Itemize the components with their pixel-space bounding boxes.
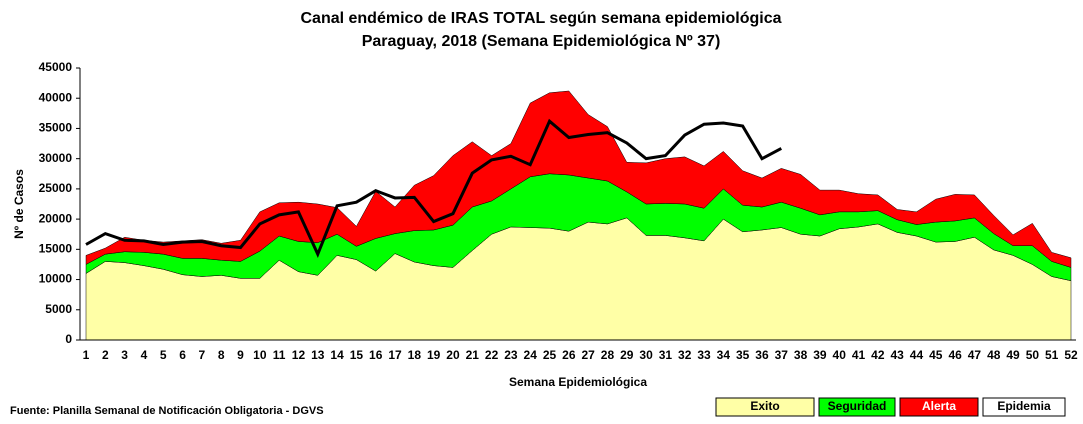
x-tick-label: 29 xyxy=(620,348,634,362)
cases-line xyxy=(85,118,782,258)
y-tick-label: 0 xyxy=(65,332,72,346)
x-tick-label: 47 xyxy=(968,348,982,362)
x-tick-label: 31 xyxy=(659,348,673,362)
y-tick-label: 35000 xyxy=(39,121,73,135)
chart-subtitle: Paraguay, 2018 (Semana Epidemiológica Nº… xyxy=(362,33,721,50)
x-tick-label: 43 xyxy=(890,348,904,362)
x-tick-label: 8 xyxy=(218,348,225,362)
x-tick-label: 10 xyxy=(253,348,267,362)
chart-title: Canal endémico de IRAS TOTAL según seman… xyxy=(300,10,781,27)
x-tick-label: 18 xyxy=(408,348,422,362)
x-axis-label: Semana Epidemiológica xyxy=(509,375,647,389)
legend-swatch xyxy=(715,397,815,417)
x-tick-label: 15 xyxy=(350,348,364,362)
x-tick-label: 27 xyxy=(581,348,595,362)
x-tick-label: 34 xyxy=(717,348,731,362)
x-tick-label: 13 xyxy=(311,348,325,362)
y-tick-label: 5000 xyxy=(45,302,72,316)
x-tick-label: 19 xyxy=(427,348,441,362)
x-tick-label: 24 xyxy=(524,348,538,362)
y-tick-label: 20000 xyxy=(39,211,73,225)
x-tick-label: 41 xyxy=(852,348,866,362)
legend-swatch xyxy=(899,397,979,417)
x-tick-label: 11 xyxy=(273,348,286,362)
x-tick-label: 42 xyxy=(871,348,885,362)
y-tick-label: 45000 xyxy=(39,60,73,74)
x-tick-label: 38 xyxy=(794,348,808,362)
y-tick-label: 40000 xyxy=(39,90,73,104)
x-tick-label: 12 xyxy=(292,348,306,362)
x-tick-label: 40 xyxy=(833,348,847,362)
area-alerta xyxy=(85,90,1072,268)
legend-swatch xyxy=(982,397,1066,417)
y-tick-label: 25000 xyxy=(39,181,73,195)
x-tick-label: 52 xyxy=(1064,348,1078,362)
x-tick-label: 23 xyxy=(504,348,518,362)
x-tick-label: 39 xyxy=(813,348,827,362)
x-tick-label: 26 xyxy=(562,348,576,362)
x-tick-label: 9 xyxy=(237,348,244,362)
x-tick-label: 32 xyxy=(678,348,692,362)
x-tick-label: 7 xyxy=(199,348,206,362)
legend-label: Epidemia xyxy=(997,399,1051,413)
y-axis-label: Nº de Casos xyxy=(12,169,26,239)
x-tick-label: 1 xyxy=(83,348,90,362)
x-tick-label: 44 xyxy=(910,348,924,362)
x-tick-label: 20 xyxy=(446,348,460,362)
x-tick-label: 22 xyxy=(485,348,499,362)
x-tick-label: 3 xyxy=(121,348,128,362)
x-tick-label: 6 xyxy=(179,348,186,362)
legend-label: Exito xyxy=(750,399,779,413)
source-note: Fuente: Planilla Semanal de Notificación… xyxy=(10,405,324,417)
x-tick-label: 5 xyxy=(160,348,167,362)
x-tick-label: 28 xyxy=(601,348,615,362)
y-tick-label: 30000 xyxy=(39,151,73,165)
x-tick-label: 25 xyxy=(543,348,557,362)
x-tick-label: 33 xyxy=(697,348,711,362)
x-tick-label: 48 xyxy=(987,348,1001,362)
x-tick-label: 45 xyxy=(929,348,943,362)
x-tick-label: 35 xyxy=(736,348,750,362)
x-tick-label: 50 xyxy=(1026,348,1040,362)
x-tick-label: 37 xyxy=(775,348,789,362)
x-tick-label: 30 xyxy=(639,348,653,362)
x-tick-label: 17 xyxy=(388,348,402,362)
x-tick-label: 49 xyxy=(1006,348,1020,362)
x-tick-label: 2 xyxy=(102,348,109,362)
x-tick-label: 4 xyxy=(141,348,148,362)
legend-label: Seguridad xyxy=(828,399,887,413)
x-tick-label: 46 xyxy=(948,348,962,362)
x-tick-label: 21 xyxy=(466,348,480,362)
x-tick-label: 14 xyxy=(330,348,344,362)
y-tick-label: 10000 xyxy=(39,272,73,286)
x-tick-label: 51 xyxy=(1045,348,1059,362)
x-tick-label: 16 xyxy=(369,348,383,362)
legend-label: Alerta xyxy=(922,399,956,413)
legend-swatch xyxy=(818,397,896,417)
y-tick-label: 15000 xyxy=(39,242,73,256)
x-tick-label: 36 xyxy=(755,348,769,362)
